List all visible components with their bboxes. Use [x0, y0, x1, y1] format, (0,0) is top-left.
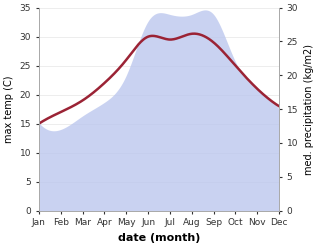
Y-axis label: max temp (C): max temp (C)	[4, 75, 14, 143]
Y-axis label: med. precipitation (kg/m2): med. precipitation (kg/m2)	[304, 44, 314, 175]
X-axis label: date (month): date (month)	[118, 233, 200, 243]
